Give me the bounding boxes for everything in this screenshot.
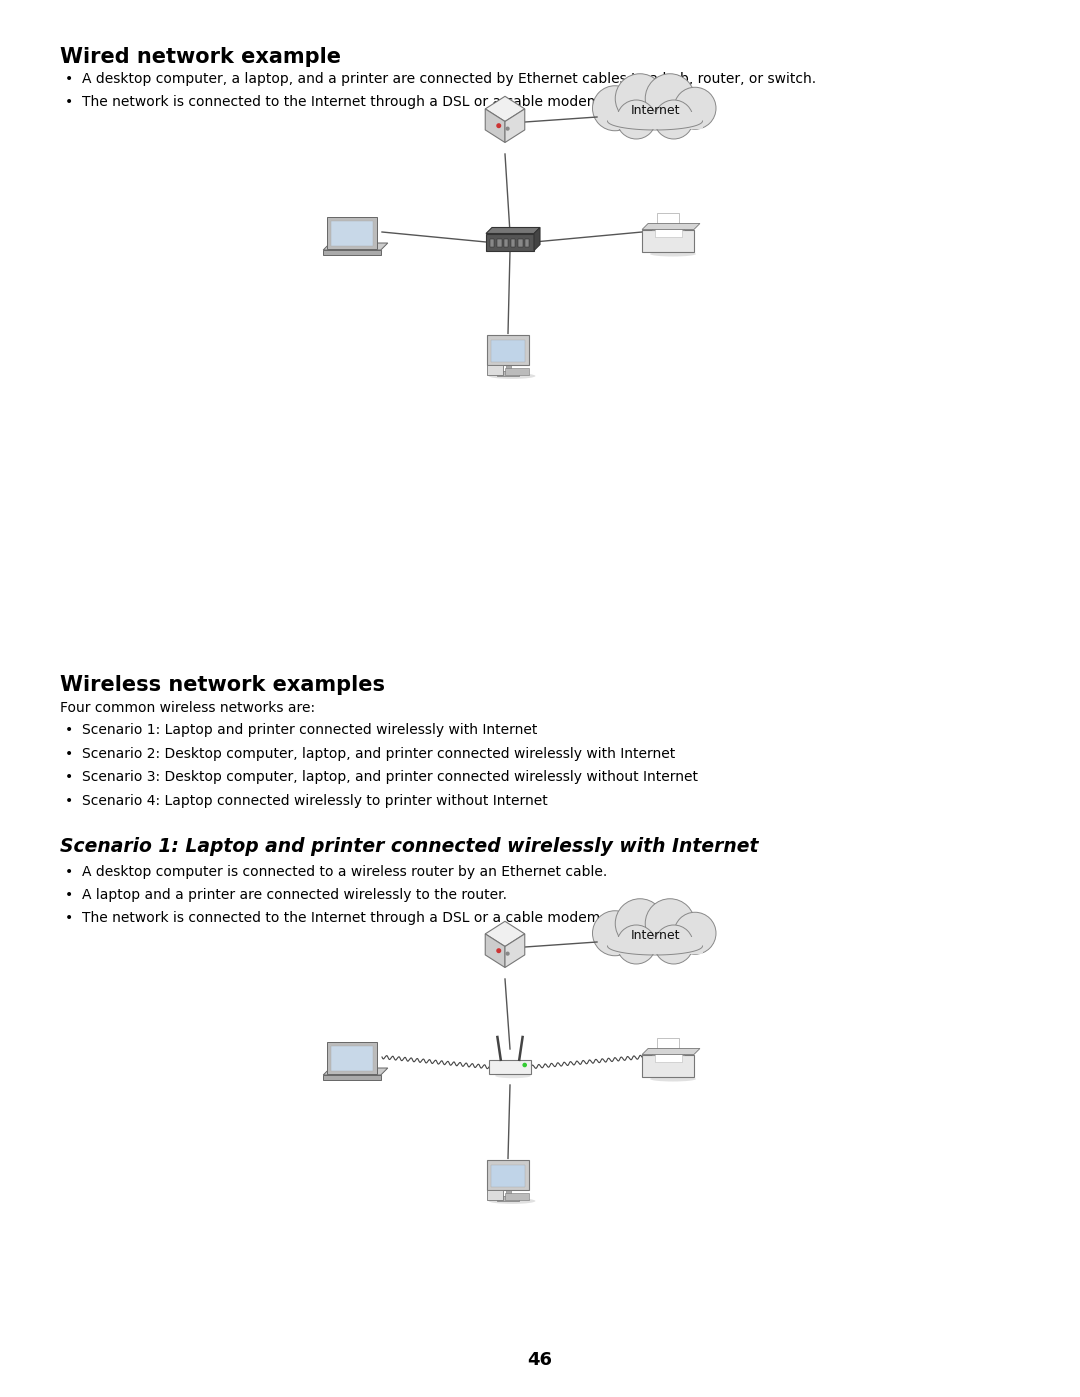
Text: Internet: Internet: [631, 929, 679, 942]
Circle shape: [507, 127, 509, 130]
Bar: [497, 239, 501, 247]
Bar: [652, 225, 685, 229]
Text: •  A desktop computer, a laptop, and a printer are connected by Ethernet cables : • A desktop computer, a laptop, and a pr…: [65, 73, 816, 87]
Text: Wireless network examples: Wireless network examples: [60, 675, 384, 694]
Bar: [518, 239, 523, 247]
Polygon shape: [486, 228, 540, 233]
Polygon shape: [323, 243, 388, 250]
Bar: [652, 1051, 685, 1055]
Bar: [489, 1060, 531, 1074]
Bar: [505, 369, 529, 376]
Circle shape: [497, 949, 500, 953]
Circle shape: [593, 911, 637, 956]
Circle shape: [617, 925, 656, 964]
Polygon shape: [485, 921, 525, 947]
Bar: [654, 1053, 681, 1062]
Ellipse shape: [332, 1073, 382, 1078]
Circle shape: [674, 912, 716, 954]
Text: Wired network example: Wired network example: [60, 47, 341, 67]
Circle shape: [507, 953, 509, 956]
Bar: [490, 1165, 525, 1187]
Bar: [497, 370, 519, 376]
Bar: [505, 1187, 511, 1196]
Bar: [505, 1193, 529, 1200]
Circle shape: [593, 85, 637, 131]
Bar: [504, 239, 509, 247]
Ellipse shape: [332, 249, 382, 254]
Text: Internet: Internet: [631, 103, 679, 117]
Bar: [330, 1046, 373, 1071]
Polygon shape: [485, 96, 525, 122]
Circle shape: [645, 74, 694, 123]
Bar: [525, 239, 529, 247]
Polygon shape: [485, 109, 505, 142]
Text: •  A desktop computer is connected to a wireless router by an Ethernet cable.: • A desktop computer is connected to a w…: [65, 865, 607, 879]
Circle shape: [645, 898, 694, 949]
Circle shape: [497, 124, 500, 127]
Text: Scenario 1: Laptop and printer connected wirelessly with Internet: Scenario 1: Laptop and printer connected…: [60, 837, 758, 856]
Polygon shape: [643, 224, 700, 229]
Text: Four common wireless networks are:: Four common wireless networks are:: [60, 701, 315, 715]
Ellipse shape: [488, 373, 536, 379]
Text: •  The network is connected to the Internet through a DSL or a cable modem.: • The network is connected to the Intern…: [65, 911, 605, 925]
Bar: [497, 1196, 519, 1201]
FancyBboxPatch shape: [607, 937, 702, 954]
Polygon shape: [534, 228, 540, 250]
Bar: [658, 1038, 679, 1053]
Ellipse shape: [650, 251, 696, 257]
Bar: [490, 339, 525, 362]
Text: •  Scenario 1: Laptop and printer connected wirelessly with Internet: • Scenario 1: Laptop and printer connect…: [65, 724, 538, 738]
Polygon shape: [327, 217, 377, 249]
Text: 46: 46: [527, 1351, 553, 1369]
Bar: [654, 228, 681, 237]
Circle shape: [616, 898, 665, 949]
Bar: [490, 239, 495, 247]
Bar: [487, 365, 503, 376]
Bar: [643, 1055, 694, 1077]
Polygon shape: [323, 1067, 388, 1076]
Text: •  Scenario 3: Desktop computer, laptop, and printer connected wirelessly withou: • Scenario 3: Desktop computer, laptop, …: [65, 770, 698, 784]
Circle shape: [674, 87, 716, 130]
Ellipse shape: [488, 1199, 536, 1204]
Bar: [486, 233, 534, 250]
Bar: [487, 334, 529, 365]
Circle shape: [654, 101, 693, 138]
Bar: [323, 1076, 381, 1080]
Ellipse shape: [495, 1073, 531, 1078]
Text: •  The network is connected to the Internet through a DSL or a cable modem.: • The network is connected to the Intern…: [65, 95, 605, 109]
Bar: [330, 221, 373, 246]
Text: •  A laptop and a printer are connected wirelessly to the router.: • A laptop and a printer are connected w…: [65, 888, 507, 902]
Bar: [323, 250, 381, 254]
Polygon shape: [327, 1042, 377, 1074]
Ellipse shape: [650, 1077, 696, 1081]
Bar: [658, 212, 679, 228]
Polygon shape: [643, 1049, 700, 1055]
Bar: [505, 363, 511, 372]
Text: •  Scenario 4: Laptop connected wirelessly to printer without Internet: • Scenario 4: Laptop connected wirelessl…: [65, 793, 548, 807]
FancyBboxPatch shape: [607, 112, 702, 129]
Polygon shape: [505, 109, 525, 142]
Circle shape: [617, 101, 656, 138]
Circle shape: [654, 925, 693, 964]
Bar: [511, 239, 515, 247]
Polygon shape: [505, 935, 525, 968]
Polygon shape: [485, 935, 505, 968]
Bar: [487, 1160, 529, 1190]
Bar: [643, 229, 694, 251]
Bar: [487, 1190, 503, 1200]
Text: •  Scenario 2: Desktop computer, laptop, and printer connected wirelessly with I: • Scenario 2: Desktop computer, laptop, …: [65, 746, 675, 760]
Circle shape: [616, 74, 665, 123]
Circle shape: [523, 1063, 526, 1066]
